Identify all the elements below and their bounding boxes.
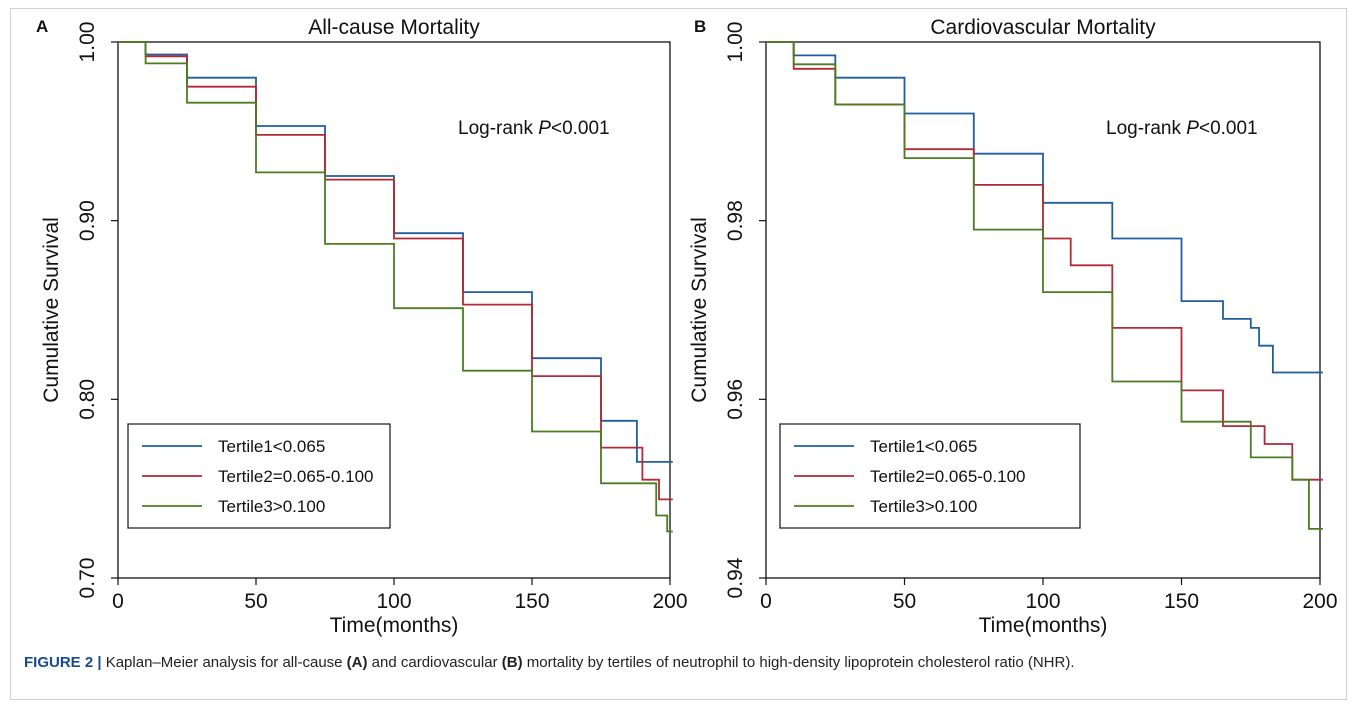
x-axis-label: Time(months) — [979, 614, 1108, 637]
series-line-tertile3 — [118, 41, 673, 533]
caption-text-3: mortality by tertiles of neutrophil to h… — [522, 654, 1075, 671]
y-tick-label: 0.70 — [76, 558, 99, 599]
logrank-annotation: Log-rank P<0.001 — [458, 118, 610, 139]
caption-ref-b: (B) — [501, 654, 523, 671]
panel-letter: A — [36, 17, 48, 36]
panel-a: A All-cause Mortality 0 50 100 150 200 0.70 0.80… — [36, 16, 688, 637]
x-tick-label: 150 — [1164, 590, 1199, 613]
x-tick-label: 0 — [112, 590, 124, 613]
x-tick-label: 100 — [1025, 590, 1060, 613]
y-tick-label: 0.94 — [724, 557, 747, 598]
logrank-prefix: Log-rank — [1106, 118, 1186, 139]
chart-title: All-cause Mortality — [308, 16, 480, 39]
figure-caption: FIGURE 2 | Kaplan–Meier analysis for all… — [24, 654, 1075, 671]
legend-label-tertile2: Tertile2=0.065-0.100 — [870, 467, 1025, 486]
chart-title: Cardiovascular Mortality — [930, 16, 1156, 39]
logrank-annotation: Log-rank P<0.001 — [1106, 118, 1258, 139]
y-tick-label: 1.00 — [76, 22, 99, 63]
figure-svg: A All-cause Mortality 0 50 100 150 200 0.70 0.80… — [36, 16, 1338, 637]
logrank-suffix: <0.001 — [1199, 118, 1258, 139]
legend-box — [127, 423, 391, 529]
x-axis-label: Time(months) — [330, 614, 459, 637]
legend-label-tertile3: Tertile3>0.100 — [870, 497, 977, 516]
figure-frame — [10, 8, 1347, 700]
caption-text-1: Kaplan–Meier analysis for all-cause — [101, 654, 347, 671]
x-tick-label: 100 — [376, 590, 411, 613]
panel-b: B Cardiovascular Mortality 0 50 100 150 200 0.9… — [688, 16, 1338, 637]
series-line-tertile3 — [766, 41, 1323, 530]
legend-label-tertile1: Tertile1<0.065 — [870, 437, 977, 456]
legend: Tertile1<0.065 Tertile2=0.065-0.100 Tertil… — [127, 423, 391, 529]
x-tick-label: 50 — [893, 590, 916, 613]
logrank-p: P — [538, 118, 551, 139]
legend-label-tertile3: Tertile3>0.100 — [218, 497, 325, 516]
caption-ref-a: (A) — [346, 654, 368, 671]
legend-label-tertile1: Tertile1<0.065 — [218, 437, 325, 456]
y-tick-label: 0.98 — [724, 200, 747, 241]
x-tick-label: 150 — [514, 590, 549, 613]
panel-letter: B — [694, 17, 706, 36]
logrank-suffix: <0.001 — [551, 118, 610, 139]
series-line-tertile1 — [118, 41, 673, 463]
x-tick-label: 200 — [1302, 590, 1337, 613]
caption-label: FIGURE 2 | — [24, 654, 102, 671]
series-line-tertile1 — [766, 41, 1323, 374]
y-tick-label: 0.90 — [76, 200, 99, 241]
y-tick-label: 0.96 — [724, 379, 747, 420]
y-tick-label: 0.80 — [76, 379, 99, 420]
y-axis-label: Cumulative Survival — [40, 217, 63, 403]
x-tick-label: 0 — [760, 590, 772, 613]
series-line-tertile2 — [766, 41, 1323, 481]
caption-text-2: and cardiovascular — [367, 654, 502, 671]
legend-label-tertile2: Tertile2=0.065-0.100 — [218, 467, 373, 486]
logrank-p: P — [1186, 118, 1199, 139]
logrank-prefix: Log-rank — [458, 118, 538, 139]
y-tick-label: 1.00 — [724, 22, 747, 63]
legend: Tertile1<0.065 Tertile2=0.065-0.100 Tertil… — [779, 423, 1081, 529]
y-axis-label: Cumulative Survival — [688, 217, 711, 403]
x-tick-label: 200 — [652, 590, 687, 613]
x-tick-label: 50 — [244, 590, 267, 613]
